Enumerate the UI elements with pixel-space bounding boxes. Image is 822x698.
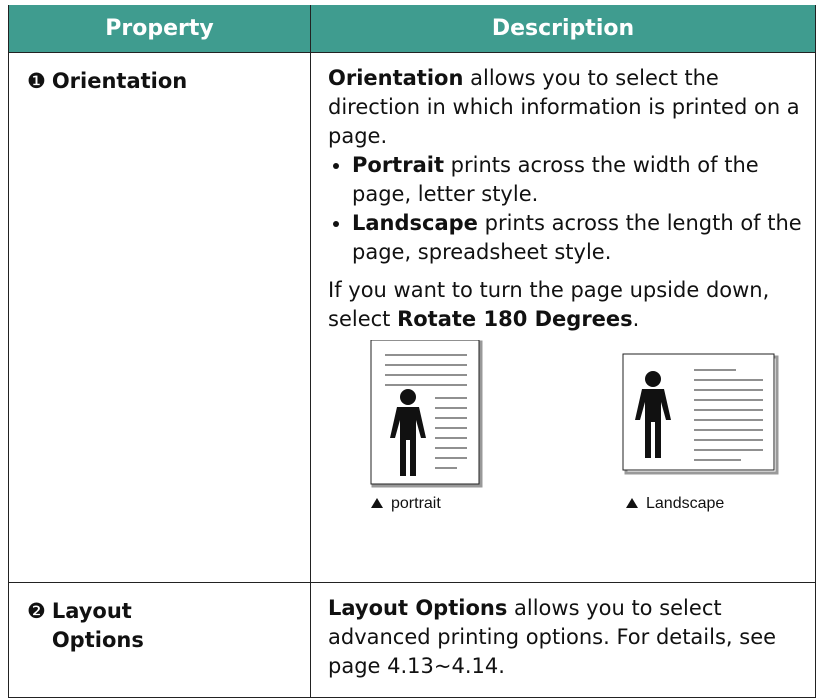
text: allows you to select advanced printing o… <box>328 596 777 678</box>
table-row: ❶ Orientation Orientation allows you to s… <box>8 52 816 583</box>
bullet-list: Portrait prints across the width of the … <box>328 151 805 267</box>
description-cell: Orientation allows you to select the dir… <box>310 52 816 583</box>
figure-caption: Landscape <box>646 495 724 512</box>
bullet: Portrait prints across the width of the … <box>352 151 805 209</box>
text: If you want to turn the page upside down… <box>328 278 770 331</box>
bold-term: Portrait <box>352 153 444 177</box>
description-cell: Layout Options allows you to select adva… <box>310 582 816 698</box>
table-row: ❷ Layout Options Layout Options allows yo… <box>8 582 816 698</box>
landscape-icon <box>622 353 779 475</box>
portrait-icon <box>370 340 483 488</box>
property-cell: ❶ Orientation <box>8 52 311 583</box>
property-cell: ❷ Layout Options <box>8 582 311 698</box>
orientation-figure: portrait Landscape <box>370 340 779 512</box>
text: . <box>632 307 640 331</box>
header-row: Property Description <box>8 5 816 53</box>
caption-triangle <box>371 498 383 508</box>
text: prints across the width of the page, let… <box>352 153 759 206</box>
caption-triangle <box>626 498 638 508</box>
figure-caption: portrait <box>391 495 441 512</box>
text: prints across the length of the page, sp… <box>352 211 802 264</box>
property-name: Orientation <box>51 69 188 93</box>
bold-term: Orientation <box>328 66 464 90</box>
header-cell: Description <box>310 5 816 53</box>
header-cell: Property <box>8 5 311 53</box>
page: Property Description ❶ Orientation Orient… <box>0 0 822 681</box>
text: allows you to select the direction in wh… <box>328 66 800 148</box>
paragraph: If you want to turn the page upside down… <box>328 276 805 334</box>
number-marker: ❷ <box>27 599 46 623</box>
paragraph: Layout Options allows you to select adva… <box>328 594 805 681</box>
bold-term: Layout Options <box>328 596 508 620</box>
bold-term: Rotate 180 Degrees <box>397 307 633 331</box>
property-name: Layout Options <box>51 599 144 652</box>
number-marker: ❶ <box>27 69 46 93</box>
bold-term: Landscape <box>352 211 478 235</box>
bullet: Landscape prints across the length of th… <box>352 209 805 267</box>
paragraph: Orientation allows you to select the dir… <box>328 64 805 151</box>
property-table: Property Description ❶ Orientation Orient… <box>8 5 816 698</box>
